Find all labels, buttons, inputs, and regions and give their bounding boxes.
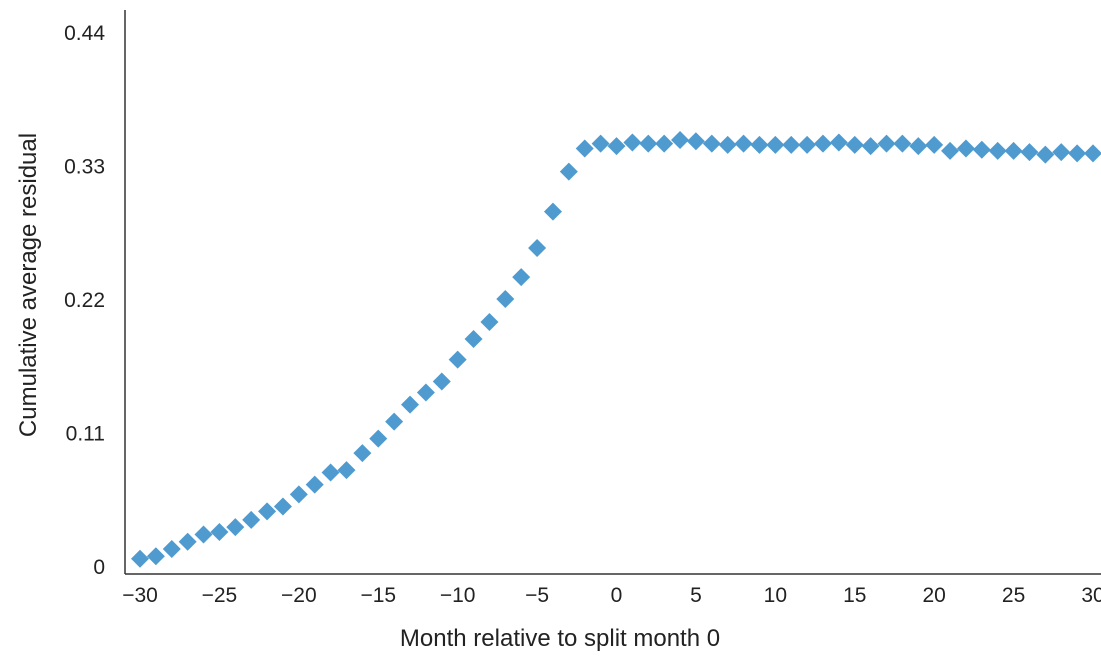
x-tick-label: 15 [843,584,866,607]
data-point [623,133,642,152]
data-point [829,133,848,152]
data-point [512,268,531,287]
data-point [131,549,149,568]
data-point [782,135,801,154]
data-point [464,330,483,349]
data-point [210,523,229,542]
data-point [671,131,690,150]
data-point [575,139,594,158]
data-point [226,518,245,537]
data-point [528,239,547,258]
y-tick-label: 0.44 [64,22,105,45]
data-point [305,475,324,494]
y-axis-title: Cumulative average residual [15,133,42,437]
data-point [972,140,991,159]
data-point [956,139,975,158]
data-point [194,525,213,544]
data-point [543,202,562,221]
data-point [893,134,912,153]
data-point [845,135,864,154]
data-point [321,463,340,482]
y-tick-label: 0.33 [64,156,105,179]
data-point [877,134,896,153]
data-point [813,134,832,153]
x-tick-label: −30 [122,584,158,607]
x-tick-label: 30 [1081,584,1101,607]
y-tick-label: 0.22 [64,289,105,312]
y-tick-label: 0.11 [66,423,105,446]
axes [124,10,1101,575]
x-ticks: −30 −25 −20 −15 −10 −5 0 5 10 15 20 25 30 [122,584,1101,607]
x-axis-title: Month relative to split month 0 [400,625,720,652]
data-point [162,540,181,559]
data-point [988,141,1007,160]
y-ticks: 0 0.11 0.22 0.33 0.44 [64,22,105,579]
data-point [401,395,420,414]
x-tick-label: −10 [440,584,476,607]
data-point [1084,144,1101,163]
x-tick-label: −25 [202,584,238,607]
data-point [702,134,721,153]
data-point [798,135,817,154]
data-point [480,313,499,332]
data-point [432,372,451,391]
data-point [353,444,372,463]
data-point [941,141,960,160]
data-point [258,502,277,521]
data-point [242,510,261,529]
data-point [718,135,737,154]
x-tick-label: −15 [360,584,396,607]
data-point [1004,141,1023,160]
x-tick-label: 20 [922,584,945,607]
data-point [448,350,467,369]
data-point [750,135,769,154]
data-point [337,461,356,480]
data-point [369,429,388,448]
data-point [686,132,705,151]
data-point [1068,144,1087,163]
data-point [273,497,292,516]
data-point [559,162,578,181]
x-tick-label: 10 [764,584,787,607]
data-point [639,134,658,153]
data-points [131,131,1101,568]
data-point [146,547,165,566]
data-point [1052,143,1071,162]
x-tick-label: 5 [690,584,702,607]
x-tick-label: 25 [1002,584,1025,607]
data-point [734,134,753,153]
data-point [591,134,610,153]
data-point [655,134,674,153]
y-tick-label: 0 [93,556,105,579]
data-point [416,383,435,402]
x-tick-label: 0 [611,584,623,607]
data-point [861,137,880,156]
x-tick-label: −5 [525,584,549,607]
data-point [496,290,515,308]
data-point [925,135,944,154]
data-point [385,412,404,431]
data-point [909,137,928,156]
data-point [1036,145,1055,164]
data-point [1020,143,1039,162]
x-tick-label: −20 [281,584,317,607]
data-point [766,135,785,154]
data-point [607,137,626,156]
data-point [178,532,197,551]
data-point [289,485,308,504]
